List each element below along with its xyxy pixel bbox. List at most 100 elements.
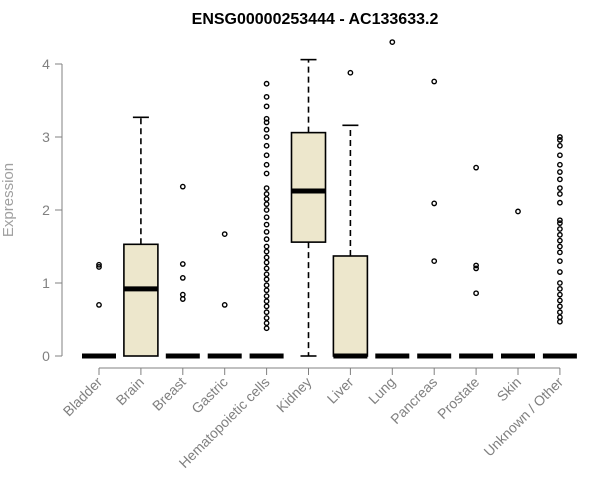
outlier-point bbox=[557, 291, 563, 298]
outlier-point bbox=[263, 254, 270, 261]
outlier-point bbox=[473, 265, 479, 272]
outlier-point bbox=[263, 191, 270, 197]
outlier-point bbox=[557, 309, 563, 316]
outlier-point bbox=[557, 169, 563, 175]
outlier-point bbox=[263, 282, 270, 289]
y-axis-label: Expression bbox=[0, 163, 17, 237]
outlier-point bbox=[557, 237, 563, 244]
outlier-point bbox=[557, 185, 563, 192]
outlier-point bbox=[263, 303, 270, 310]
y-tick-label: 2 bbox=[42, 202, 50, 218]
outlier-point bbox=[557, 199, 563, 206]
outlier-point bbox=[263, 236, 270, 243]
outlier-point bbox=[96, 261, 102, 268]
outlier-point bbox=[557, 303, 563, 310]
y-tick-label: 4 bbox=[42, 56, 50, 72]
outlier-point bbox=[557, 142, 563, 149]
outlier-point bbox=[179, 291, 186, 298]
box-brain bbox=[123, 116, 159, 357]
outlier-point bbox=[557, 285, 563, 292]
x-tick-label: Kidney bbox=[273, 374, 315, 416]
outlier-point bbox=[221, 301, 228, 308]
outlier-point bbox=[263, 315, 270, 321]
box-gastric bbox=[207, 231, 242, 359]
outlier-point bbox=[263, 276, 270, 283]
outlier-point bbox=[263, 201, 270, 208]
outlier-point bbox=[263, 320, 270, 327]
box-lung bbox=[375, 39, 410, 359]
outlier-point bbox=[557, 269, 563, 275]
box-skin bbox=[501, 208, 535, 359]
y-tick-label: 3 bbox=[42, 129, 50, 145]
outlier-point bbox=[221, 231, 228, 237]
y-axis: 0 1 2 3 4 bbox=[42, 56, 63, 364]
outlier-point bbox=[557, 258, 563, 264]
outlier-point bbox=[263, 93, 270, 100]
outlier-point bbox=[557, 226, 563, 232]
outlier-point bbox=[263, 248, 270, 255]
outlier-point bbox=[263, 287, 270, 294]
outlier-point bbox=[557, 217, 563, 224]
outlier-point bbox=[389, 39, 396, 45]
outlier-point bbox=[557, 243, 563, 250]
outlier-point bbox=[263, 152, 270, 159]
outlier-point bbox=[263, 119, 270, 126]
outlier-point bbox=[263, 80, 270, 87]
outlier-point bbox=[263, 161, 270, 168]
outlier-point bbox=[263, 271, 270, 278]
outlier-point bbox=[263, 185, 270, 192]
outlier-point bbox=[263, 259, 270, 266]
outlier-point bbox=[263, 309, 270, 316]
outlier-point bbox=[515, 208, 521, 215]
outlier-point bbox=[557, 231, 563, 238]
outlier-point bbox=[557, 176, 563, 183]
outlier-point bbox=[557, 134, 563, 140]
outlier-point bbox=[263, 103, 270, 110]
box-body bbox=[290, 131, 327, 243]
outlier-point bbox=[557, 152, 563, 159]
outlier-point bbox=[96, 264, 102, 270]
outlier-point bbox=[263, 265, 270, 272]
outlier-point bbox=[557, 297, 563, 304]
outlier-point bbox=[431, 258, 438, 264]
x-tick-label: Prostate bbox=[434, 374, 482, 422]
outlier-point bbox=[431, 78, 438, 85]
box-bladder bbox=[82, 261, 116, 359]
box-liver bbox=[332, 69, 369, 359]
box-body bbox=[332, 255, 369, 357]
x-tick-label: Liver bbox=[324, 374, 357, 407]
outlier-point bbox=[557, 137, 563, 143]
box-unknown-other bbox=[542, 134, 577, 359]
outlier-point bbox=[96, 301, 102, 308]
x-tick-label: Pancreas bbox=[387, 374, 440, 427]
plot-area bbox=[82, 39, 577, 359]
box-kidney bbox=[290, 58, 327, 357]
outlier-point bbox=[263, 221, 270, 228]
box-prostate bbox=[459, 164, 494, 359]
outlier-point bbox=[263, 228, 270, 235]
y-tick-label: 1 bbox=[42, 275, 50, 291]
outlier-point bbox=[179, 274, 186, 281]
outlier-point bbox=[263, 293, 270, 300]
x-tick-label: Lung bbox=[365, 374, 398, 407]
x-tick-label: Breast bbox=[149, 374, 189, 414]
outlier-point bbox=[263, 126, 270, 133]
outlier-point bbox=[263, 170, 270, 177]
chart-title: ENSG00000253444 - AC133633.2 bbox=[192, 11, 439, 28]
outlier-point bbox=[347, 69, 354, 76]
outlier-point bbox=[473, 262, 479, 269]
x-tick-label: Brain bbox=[113, 374, 147, 408]
outlier-point bbox=[263, 207, 270, 213]
box-breast bbox=[165, 183, 200, 359]
outlier-point bbox=[557, 191, 563, 197]
y-tick-label: 0 bbox=[42, 348, 50, 364]
outlier-point bbox=[263, 196, 270, 202]
box-body bbox=[123, 243, 159, 357]
outlier-point bbox=[263, 115, 270, 122]
outlier-point bbox=[557, 220, 563, 227]
outlier-point bbox=[263, 142, 270, 149]
box-pancreas bbox=[417, 78, 452, 359]
x-tick-label: Skin bbox=[494, 374, 525, 405]
